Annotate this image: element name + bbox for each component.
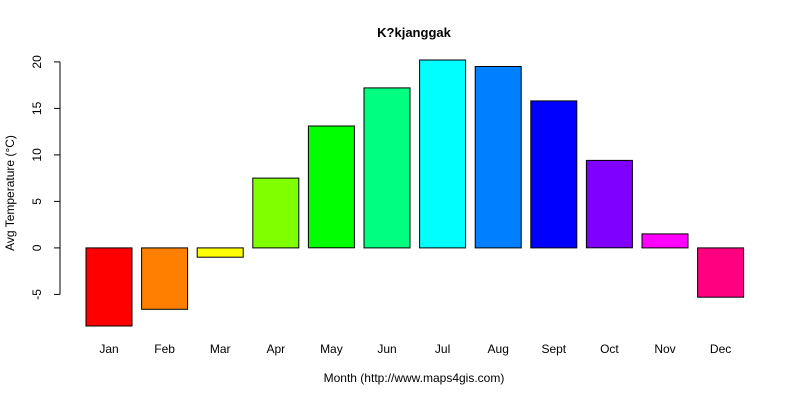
bar-dec [697, 247, 745, 298]
y-tick-label: -5 [30, 289, 44, 300]
x-tick-label-feb: Feb [154, 342, 175, 356]
x-tick-label-may: May [320, 342, 343, 356]
x-tick-label-mar: Mar [210, 342, 231, 356]
x-tick-label-jan: Jan [99, 342, 118, 356]
x-tick-label-nov: Nov [654, 342, 675, 356]
bar-sept [530, 100, 578, 249]
bar-may [307, 125, 355, 249]
bar-jan [85, 247, 133, 327]
x-tick-label-oct: Oct [600, 342, 619, 356]
y-axis-label: Avg Temperature (°C) [3, 135, 17, 251]
y-tick-label: 15 [30, 101, 44, 115]
bar-feb [141, 247, 189, 310]
x-tick-label-dec: Dec [710, 342, 731, 356]
x-tick-label-sept: Sept [541, 342, 566, 356]
x-tick-label-aug: Aug [488, 342, 509, 356]
bar-apr [252, 177, 300, 249]
bars-layer [85, 59, 745, 327]
chart-title: K?kjanggak [377, 25, 451, 40]
x-axis-labels: Jan Feb Mar Apr May Jun Jul Aug Sept Oct Nov Dec [99, 342, 731, 356]
y-tick-label: 5 [30, 198, 44, 205]
y-tick-label: 10 [30, 148, 44, 162]
bar-aug [474, 66, 522, 249]
x-tick-label-jun: Jun [377, 342, 396, 356]
y-axis: -5 0 5 10 15 20 [30, 55, 61, 300]
x-tick-label-jul: Jul [435, 342, 450, 356]
x-axis-label: Month (http://www.maps4gis.com) [324, 371, 505, 385]
y-tick-label: 20 [30, 55, 44, 69]
y-tick-label: 0 [30, 244, 44, 251]
bar-jun [363, 87, 411, 249]
bar-jul [419, 59, 467, 249]
bar-oct [585, 159, 633, 249]
bar-nov [641, 233, 689, 249]
x-tick-label-apr: Apr [266, 342, 285, 356]
bar-mar [196, 247, 244, 258]
